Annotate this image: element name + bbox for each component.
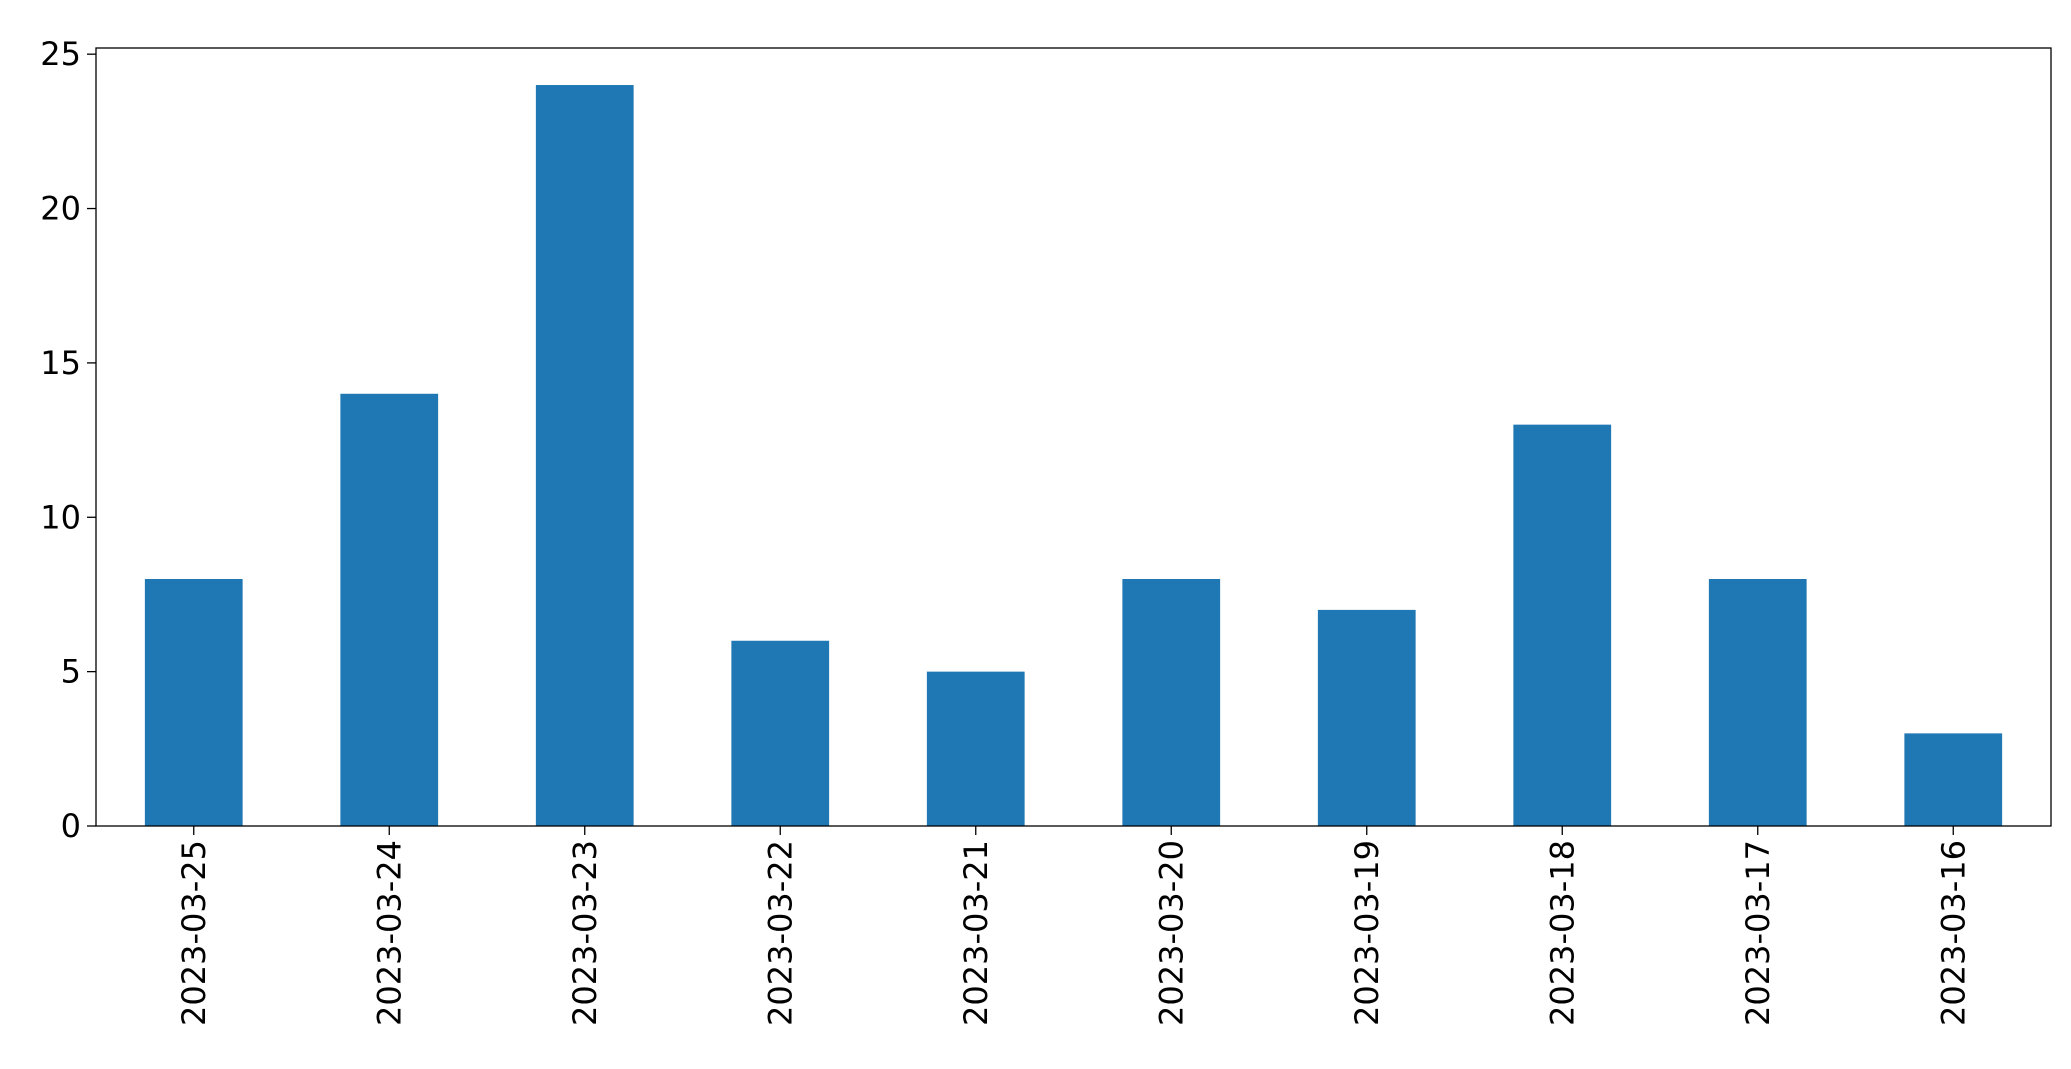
x-tick-label: 2023-03-23: [566, 840, 604, 1026]
plot-frame: [95, 47, 2052, 827]
y-tick-label: 15: [40, 344, 81, 382]
bar: [1904, 733, 2003, 826]
y-tick-label: 0: [61, 807, 81, 845]
x-tick-label: 2023-03-20: [1152, 840, 1190, 1026]
x-tick-label: 2023-03-17: [1739, 840, 1777, 1026]
y-tick-label: 25: [40, 35, 81, 73]
y-tick-label: 20: [40, 190, 81, 228]
bar: [535, 85, 634, 827]
y-tick-label: 10: [40, 498, 81, 536]
x-tick-label: 2023-03-24: [370, 840, 408, 1026]
bar: [731, 640, 830, 826]
x-tick-label: 2023-03-18: [1543, 840, 1581, 1026]
x-tick-label: 2023-03-16: [1934, 840, 1972, 1026]
bar: [1122, 579, 1221, 826]
y-tick-label: 5: [61, 653, 81, 691]
bar: [144, 579, 243, 826]
bar: [1708, 579, 1807, 826]
bar: [926, 671, 1025, 826]
bar: [1513, 424, 1612, 826]
x-tick-label: 2023-03-25: [175, 840, 213, 1026]
x-tick-label: 2023-03-21: [957, 840, 995, 1026]
x-tick-label: 2023-03-22: [761, 840, 799, 1026]
bar: [340, 393, 439, 826]
bar: [1317, 609, 1416, 826]
x-tick-label: 2023-03-19: [1348, 840, 1386, 1026]
